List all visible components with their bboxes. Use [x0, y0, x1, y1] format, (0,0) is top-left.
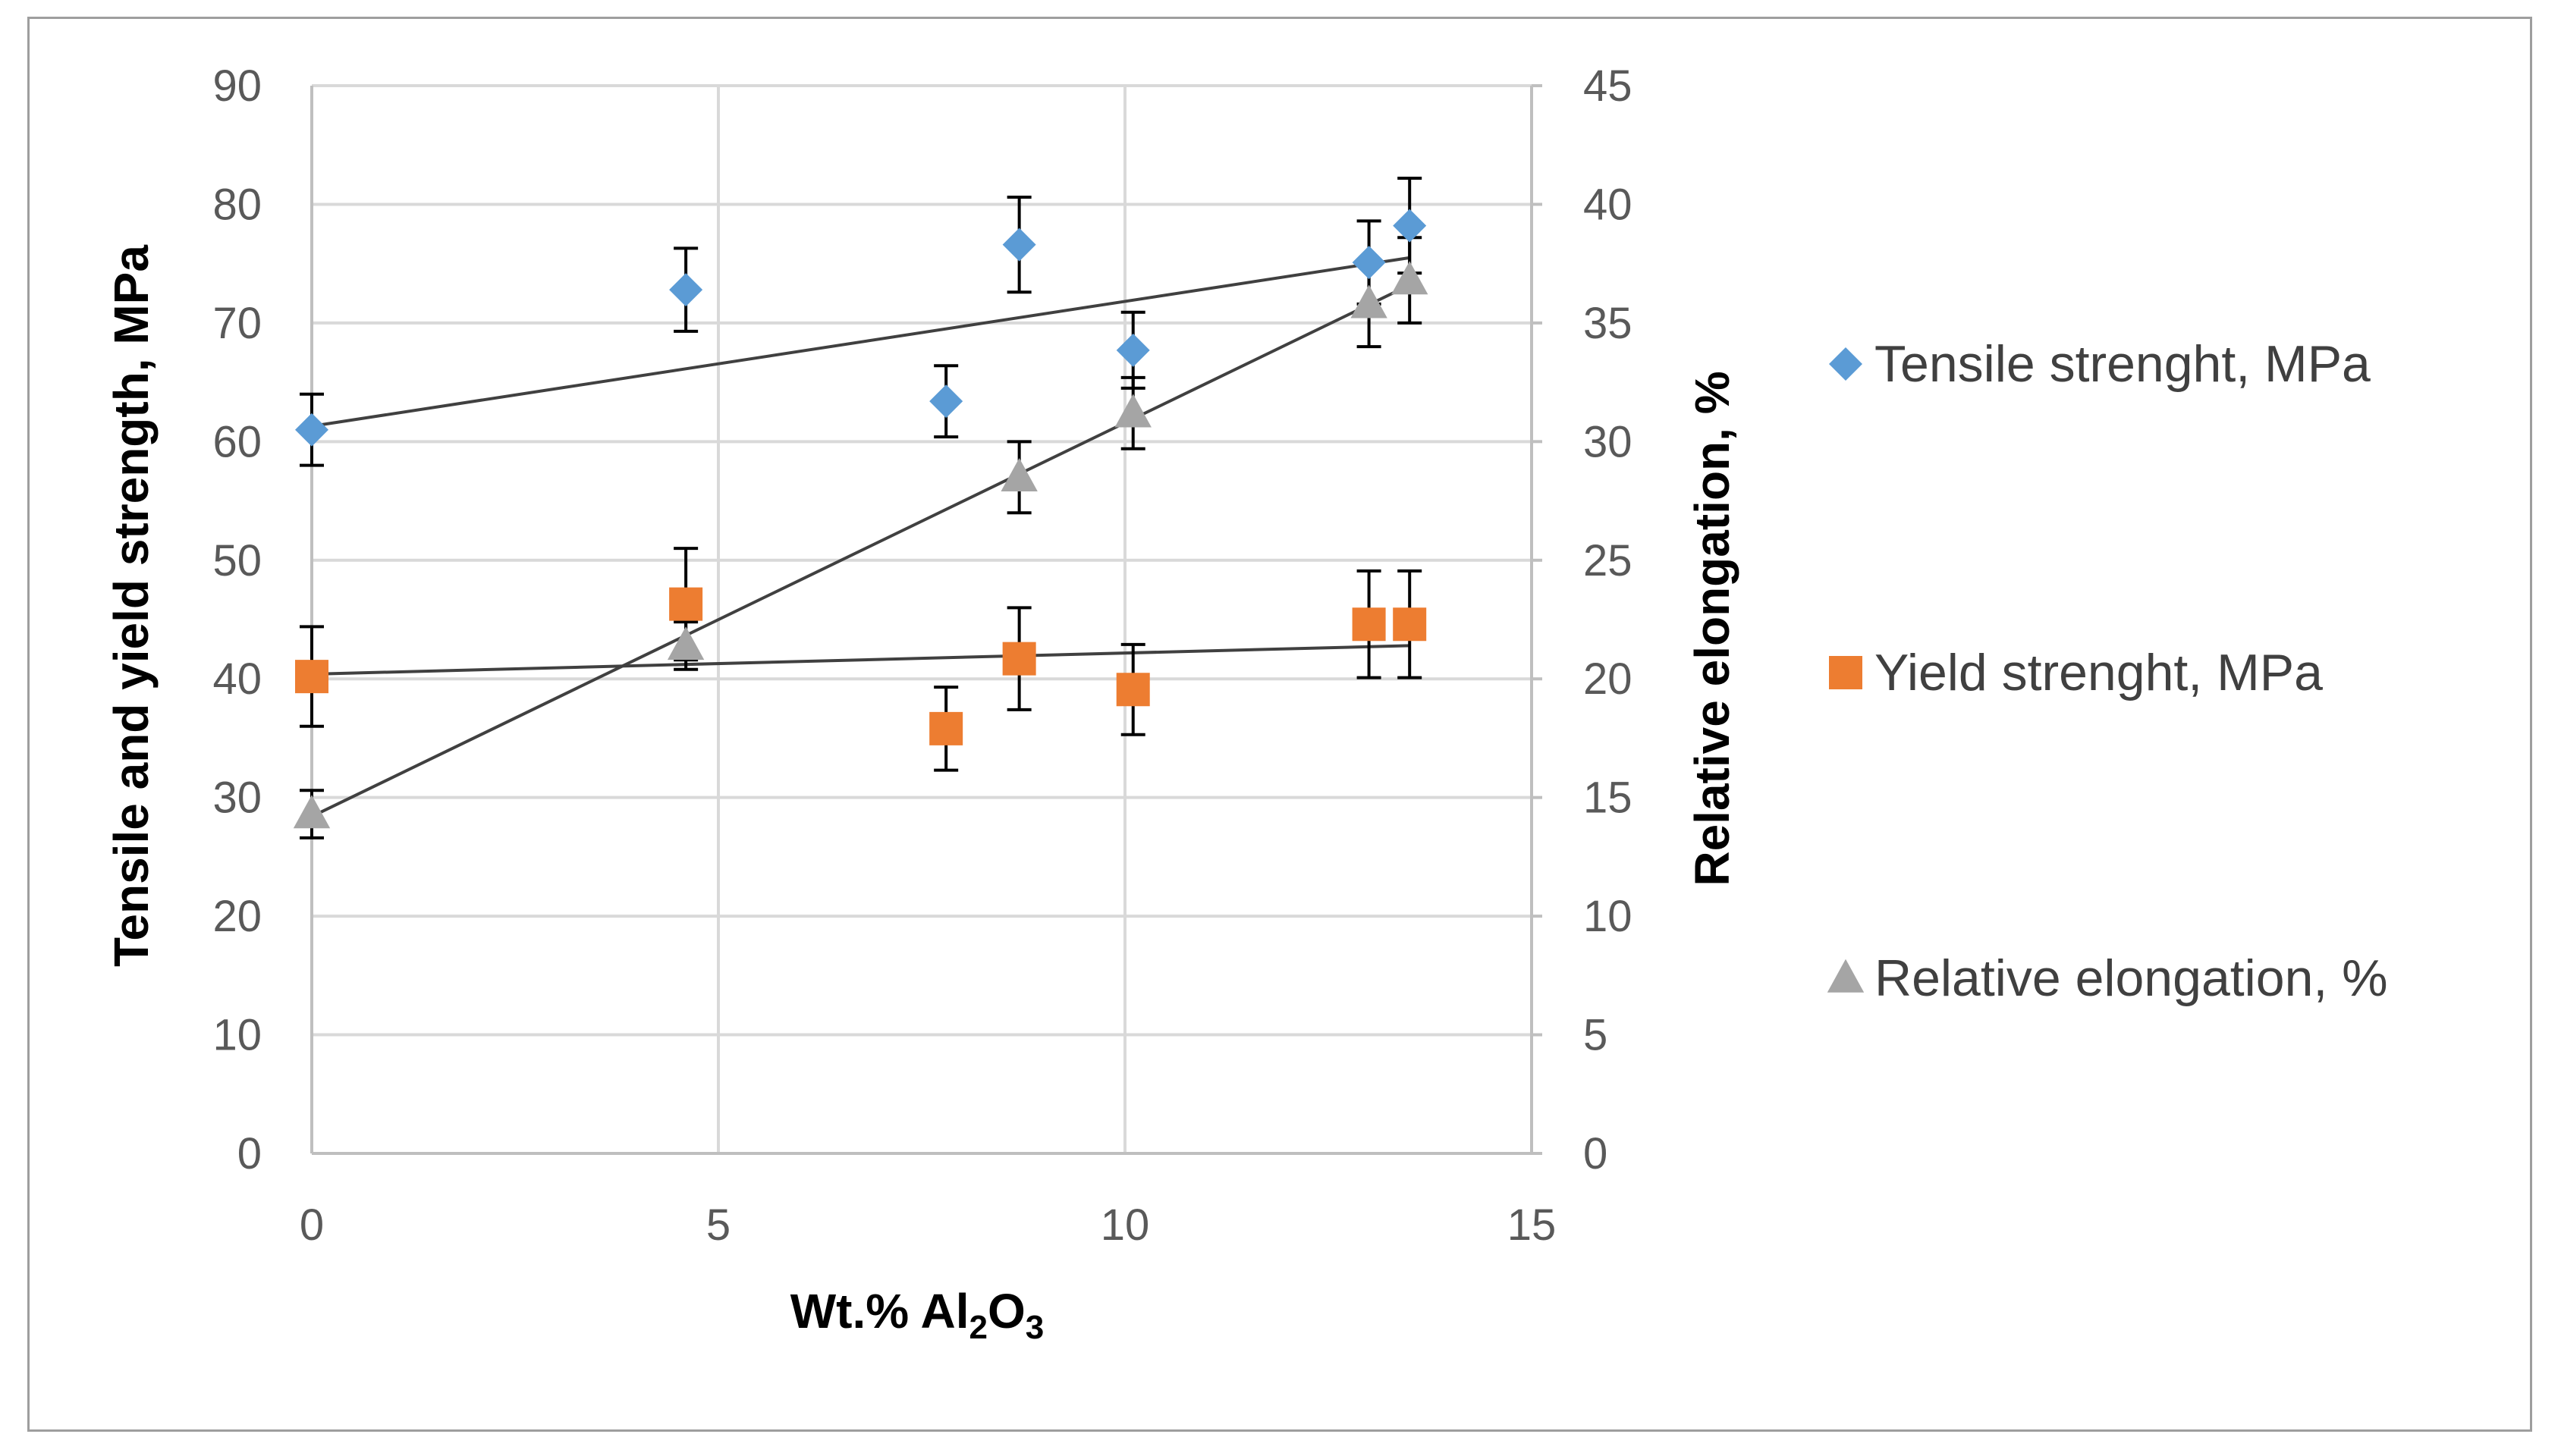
- x-tick-label: 5: [706, 1200, 731, 1250]
- y-right-tick-label: 30: [1583, 417, 1632, 466]
- y-left-tick-label: 80: [212, 180, 262, 229]
- y-left-tick-label: 30: [212, 774, 262, 823]
- legend-label-tensile: Tensile strenght, MPa: [1874, 335, 2371, 393]
- y-right-tick-label: 25: [1583, 536, 1632, 585]
- trendline-square: [311, 644, 1410, 676]
- y-right-tick-label: 45: [1583, 61, 1632, 111]
- y-right-tick-label: 5: [1583, 1011, 1607, 1060]
- grid-layer: [310, 84, 1533, 1155]
- legend-marker-diamond: [1829, 347, 1862, 381]
- data-point-diamond: [295, 413, 328, 447]
- y-right-tick-label: 40: [1583, 180, 1632, 229]
- trendline-layer: [311, 256, 1411, 818]
- chart-canvas: 0 10 20 30 40 50 60 70 80 90 0 5 10 15 0 5 10 15 20 25 30 35 4…: [104, 61, 2388, 1346]
- y-left-tick-label: 0: [237, 1129, 262, 1178]
- x-tick-label: 15: [1507, 1200, 1557, 1250]
- y-left-tick-label: 60: [212, 417, 262, 466]
- y-right-tick-label: 15: [1583, 774, 1632, 823]
- y-left-tick-label: 90: [212, 61, 262, 111]
- y-right-tick-label: 35: [1583, 299, 1632, 348]
- y-right-tick-label: 10: [1583, 892, 1632, 941]
- data-point-layer: [293, 209, 1428, 829]
- chart-frame: 0 10 20 30 40 50 60 70 80 90 0 5 10 15 0 5 10 15 20 25 30 35 4…: [27, 17, 2532, 1432]
- y-right-tick-label: 0: [1583, 1129, 1607, 1178]
- legend: Tensile strenght, MPa Yield strenght, MP…: [1827, 335, 2388, 1007]
- legend-item-yield: Yield strenght, MPa: [1829, 644, 2323, 701]
- y-left-tick-label: 20: [212, 892, 262, 941]
- data-point-diamond: [1002, 228, 1036, 262]
- x-tick-label: 10: [1101, 1200, 1150, 1250]
- legend-label-elongation: Relative elongation, %: [1874, 949, 2388, 1007]
- data-point-square: [1002, 642, 1036, 676]
- data-point-square: [1352, 607, 1386, 642]
- y-left-tick-label: 50: [212, 536, 262, 585]
- x-axis-title-prefix: Wt.% Al: [790, 1284, 969, 1338]
- x-axis-title-mid: O: [988, 1284, 1026, 1338]
- error-bar-layer: [300, 177, 1422, 839]
- data-point-diamond: [929, 384, 963, 419]
- data-point-square: [1393, 607, 1427, 642]
- data-point-diamond: [1352, 246, 1386, 280]
- data-point-triangle: [1114, 394, 1152, 428]
- y-axis-right-title: Relative elongation, %: [1685, 371, 1739, 886]
- data-point-square: [1116, 673, 1150, 707]
- data-point-square: [929, 711, 963, 745]
- y-left-tick-label: 40: [212, 654, 262, 704]
- trendline-diamond: [311, 256, 1410, 428]
- axis-layer: [310, 84, 1542, 1155]
- data-point-triangle: [1001, 457, 1038, 491]
- legend-marker-triangle: [1827, 959, 1865, 993]
- data-point-triangle: [293, 795, 331, 829]
- data-point-triangle: [1350, 284, 1387, 318]
- legend-marker-square: [1829, 656, 1862, 689]
- data-point-diamond: [1393, 209, 1427, 243]
- x-axis-title: Wt.% Al2O3: [790, 1284, 1045, 1346]
- y-right-tick-label: 20: [1583, 654, 1632, 704]
- y-axis-left-title: Tensile and yield strength, MPa: [104, 245, 159, 967]
- trendline-triangle: [311, 284, 1411, 818]
- legend-label-yield: Yield strenght, MPa: [1874, 644, 2323, 701]
- tick-layer: 0 10 20 30 40 50 60 70 80 90 0 5 10 15 0 5 10 15 20 25 30 35 4…: [212, 61, 1632, 1250]
- data-point-square: [295, 660, 328, 694]
- legend-item-tensile: Tensile strenght, MPa: [1829, 335, 2371, 393]
- legend-item-elongation: Relative elongation, %: [1827, 949, 2388, 1007]
- data-point-triangle: [667, 626, 705, 661]
- y-left-tick-label: 70: [212, 299, 262, 348]
- y-left-tick-label: 10: [212, 1011, 262, 1060]
- x-axis-title-sub1: 2: [969, 1309, 988, 1346]
- x-axis-title-sub2: 3: [1026, 1309, 1044, 1346]
- data-point-triangle: [1391, 261, 1428, 295]
- x-tick-label: 0: [300, 1200, 324, 1250]
- data-point-diamond: [1116, 333, 1150, 367]
- data-point-square: [669, 587, 703, 621]
- data-point-diamond: [669, 273, 703, 307]
